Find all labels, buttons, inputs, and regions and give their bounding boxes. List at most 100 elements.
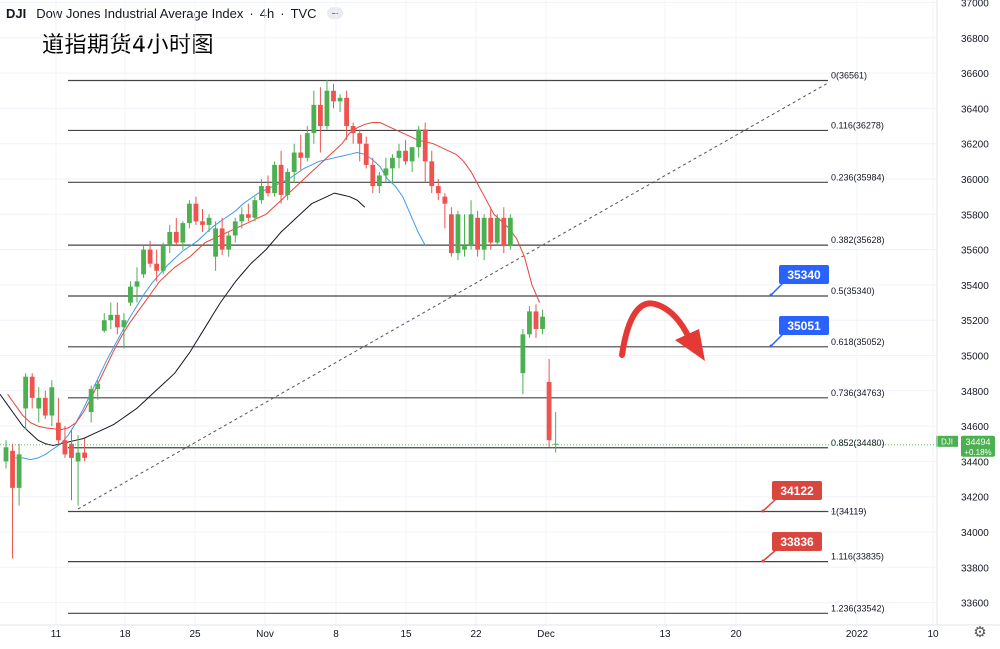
candle-down (154, 249, 160, 282)
collapse-legend-button[interactable] (326, 7, 343, 19)
candle-body (213, 228, 218, 257)
candle-up (252, 196, 258, 222)
candle-body (533, 311, 539, 330)
fib-level-label: 0.382(35628) (831, 235, 885, 245)
candle-up (206, 214, 212, 232)
candle-up (376, 171, 382, 194)
candle-down (533, 304, 539, 338)
candle-body (376, 175, 382, 187)
badge-label: 35340 (787, 268, 821, 282)
candle-down (546, 359, 552, 448)
candle-up (23, 373, 29, 430)
candle-body (226, 235, 232, 250)
candle-body (416, 129, 422, 148)
candle-body (114, 314, 120, 328)
time-tick-label: Nov (256, 629, 274, 640)
candle-down (265, 175, 271, 197)
candle-down (357, 129, 363, 162)
candle-up (232, 217, 238, 243)
candle-body (69, 443, 74, 458)
candle-body (318, 104, 323, 127)
candle-body (455, 214, 461, 254)
fib-level-label: 0.236(35984) (831, 172, 885, 182)
candle-body (62, 440, 68, 455)
candle-body (173, 231, 179, 243)
candle-body (396, 150, 402, 158)
candle-body (350, 126, 356, 134)
time-axis[interactable]: 11 18 25 Nov 8 15 22 Dec 13 20 2022 10 (0, 624, 1000, 640)
candle-body (304, 133, 310, 158)
candle-down (475, 210, 480, 257)
candle-down (422, 122, 428, 183)
candle-body (82, 452, 87, 458)
candle-down (56, 397, 61, 444)
time-tick-label: 10 (927, 629, 939, 640)
candle-body (265, 186, 271, 194)
candle-body (331, 90, 336, 102)
last-price-value: 34494 (965, 437, 990, 447)
candle-body (3, 447, 9, 462)
header-separator: · (280, 5, 285, 21)
candle-down (442, 193, 448, 229)
interval-label[interactable]: 4h (259, 5, 275, 21)
badge-pointer (762, 498, 777, 512)
candle-body (298, 152, 304, 158)
candle-up (540, 309, 545, 335)
arrow-head-icon (675, 329, 705, 361)
price-badge[interactable]: 33836 (761, 532, 823, 563)
price-badge[interactable]: 34122 (761, 481, 823, 513)
price-axis[interactable]: 37000 36800 36600 36400 36200 36000 35800 35600… (936, 0, 989, 625)
candle-up (213, 221, 218, 271)
candle-up (121, 313, 127, 349)
candle-body (121, 320, 127, 328)
candle-body (488, 217, 494, 243)
candle-body (10, 450, 15, 488)
candle-body (272, 164, 277, 194)
candle-body (252, 200, 258, 218)
candle-body (95, 383, 101, 390)
price-tick-label: 36000 (961, 175, 989, 186)
price-badge[interactable]: 35340 (769, 265, 830, 297)
candle-up (390, 154, 395, 183)
price-tick-label: 34800 (961, 387, 989, 398)
badge-anchor (761, 509, 765, 513)
fib-level-label: 0.736(34763) (831, 388, 885, 398)
annotations[interactable]: 35340 35051 34122 33836 DJI 34494+0.18% (0, 265, 995, 563)
candle-down (69, 429, 74, 501)
candle-body (232, 221, 238, 236)
candle-up (409, 147, 415, 172)
candle-body (449, 214, 454, 254)
candle-up (108, 302, 114, 330)
candle-body (134, 281, 140, 287)
candle-up (134, 267, 140, 303)
price-tick-label: 36600 (961, 69, 989, 80)
candle-body (337, 97, 343, 102)
candle-down (501, 207, 507, 254)
price-tick-label: 35000 (961, 352, 989, 363)
candle-up (285, 168, 291, 201)
candle-body (462, 246, 467, 250)
price-tick-label: 35200 (961, 316, 989, 327)
candle-up (324, 79, 330, 130)
price-tick-label: 35800 (961, 210, 989, 221)
candle-body (409, 147, 415, 162)
gear-icon[interactable]: ⚙ (973, 624, 987, 641)
candle-up (239, 207, 245, 229)
candle-body (468, 214, 474, 247)
badge-label: 33836 (780, 535, 814, 549)
price-tick-label: 37000 (961, 0, 989, 10)
candle-down (42, 390, 48, 420)
candle-body (370, 164, 376, 187)
candle-down (350, 122, 356, 144)
fibonacci-retracement[interactable]: 0(36561) 0.116(36278) 0.236(35984) 0.382(35… (68, 70, 885, 614)
fib-level-label: 1.236(33542) (831, 603, 885, 613)
candle-body (108, 314, 114, 321)
candle-body (390, 157, 395, 169)
symbol-label[interactable]: DJI (6, 5, 27, 21)
price-tick-label: 35400 (961, 281, 989, 292)
candle-down (488, 207, 494, 250)
candle-body (160, 246, 166, 271)
candle-body (200, 221, 205, 225)
price-badge[interactable]: 35051 (769, 316, 830, 348)
